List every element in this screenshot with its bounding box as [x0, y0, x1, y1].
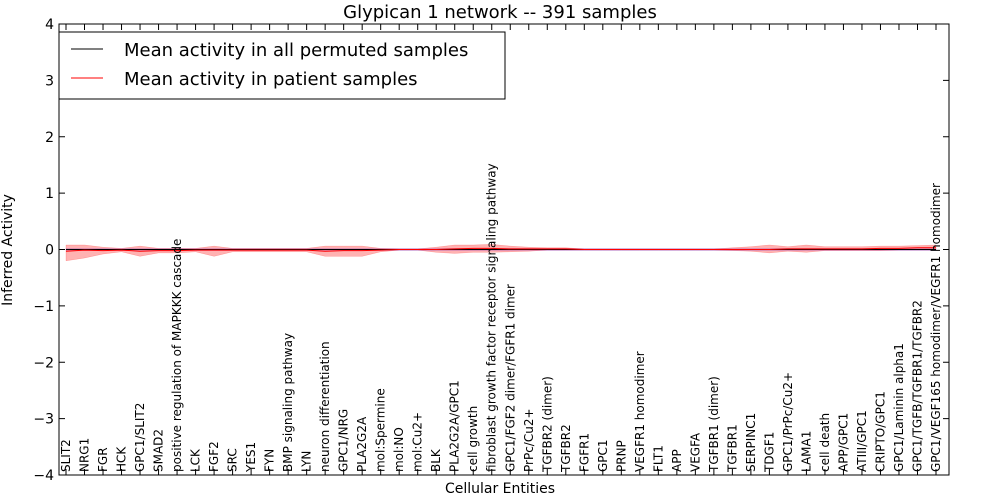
x-tick-label: FLT1: [651, 445, 665, 472]
y-tick-label: −3: [33, 412, 54, 428]
x-tick-label: GPC1/Laminin alpha1: [892, 343, 906, 472]
legend-label-patient: Mean activity in patient samples: [124, 69, 418, 90]
x-tick-label: mol:Spermine: [374, 388, 388, 472]
y-tick-label: −4: [33, 468, 54, 484]
x-tick-label: FGFR1: [577, 433, 591, 472]
x-tick-label: YES1: [244, 442, 258, 473]
x-tick-label: mol:NO: [392, 427, 406, 472]
legend-label-permuted: Mean activity in all permuted samples: [124, 40, 468, 61]
x-tick-label: VEGFR1 homodimer: [633, 351, 647, 472]
x-tick-label: fibroblast growth factor receptor signal…: [485, 163, 499, 472]
y-tick-label: −1: [33, 299, 54, 315]
legend-box: [58, 31, 506, 100]
x-tick-label: LYN: [300, 451, 314, 472]
x-tick-label: PLA2G2A/GPC1: [448, 380, 462, 472]
x-tick-label: BMP signaling pathway: [281, 333, 295, 472]
y-tick-label: 0: [45, 243, 54, 259]
x-tick-label: BLK: [429, 448, 443, 472]
x-tick-label: TGFBR1 (dimer): [707, 376, 721, 473]
x-tick-label: GPC1/VEGF165 homodimer/VEGFR1 homodimer: [929, 183, 943, 472]
x-tick-label: TGFBR2 (dimer): [540, 376, 554, 473]
x-tick-label: SRC: [226, 448, 240, 472]
x-axis-title: Cellular Entities: [445, 481, 555, 497]
series-band-1: [65, 244, 937, 262]
x-tick-label: HCK: [115, 446, 129, 472]
x-tick-label: NRG1: [78, 438, 92, 472]
y-tick-label: 2: [45, 130, 54, 146]
x-tick-label: SLIT2: [59, 439, 73, 472]
legend: Mean activity in all permuted samples Me…: [58, 31, 506, 100]
x-tick-label: APP/GPC1: [836, 413, 850, 472]
y-tick-label: 1: [45, 186, 54, 202]
y-tick-label: 3: [45, 73, 54, 89]
x-tick-label: VEGFA: [688, 432, 702, 472]
y-tick-label: −2: [33, 355, 54, 371]
x-tick-label: GPC1: [596, 439, 610, 472]
x-tick-label: GPC1/NRG: [337, 409, 351, 472]
y-axis-title: Inferred Activity: [0, 194, 16, 306]
x-tick-label: neuron differentiation: [318, 341, 332, 472]
x-tick-label: FGR: [96, 447, 110, 472]
x-tick-label: cell death: [818, 413, 832, 472]
x-tick-label: TGFBR2: [559, 424, 573, 473]
x-tick-label: ATIII/GPC1: [855, 410, 869, 472]
x-tick-label: FGF2: [207, 441, 221, 472]
x-tick-label: positive regulation of MAPKKK cascade: [170, 239, 184, 472]
x-tick-label: FYN: [263, 449, 277, 472]
x-tick-label: CRIPTO/GPC1: [873, 391, 887, 472]
x-tick-label: cell growth: [466, 406, 480, 472]
x-tick-label: mol:Cu2+: [411, 412, 425, 472]
x-tick-label: APP: [670, 449, 684, 472]
x-tick-label: TGFBR1: [725, 424, 739, 473]
x-tick-label: GPC1/SLIT2: [133, 403, 147, 472]
x-tick-label: SERPINC1: [744, 413, 758, 472]
x-tick-label: GPC1/PrPc/Cu2+: [781, 372, 795, 472]
chart-title: Glypican 1 network -- 391 samples: [343, 2, 657, 23]
x-tick-label: TDGF1: [762, 432, 776, 473]
x-tick-label: PrPc/Cu2+: [522, 408, 536, 472]
x-tick-label: PRNP: [614, 440, 628, 472]
x-tick-label: LCK: [189, 448, 203, 472]
x-tick-label: SMAD2: [152, 429, 166, 472]
series-line-1: [65, 247, 936, 252]
x-tick-label: LAMA1: [799, 431, 813, 472]
y-tick-label: 4: [45, 17, 54, 33]
x-tick-label: GPC1/FGF2 dimer/FGFR1 dimer: [503, 284, 517, 472]
x-tick-label: GPC1/TGFB/TGFBR1/TGFBR2: [910, 300, 924, 472]
x-tick-label: PLA2G2A: [355, 416, 369, 472]
